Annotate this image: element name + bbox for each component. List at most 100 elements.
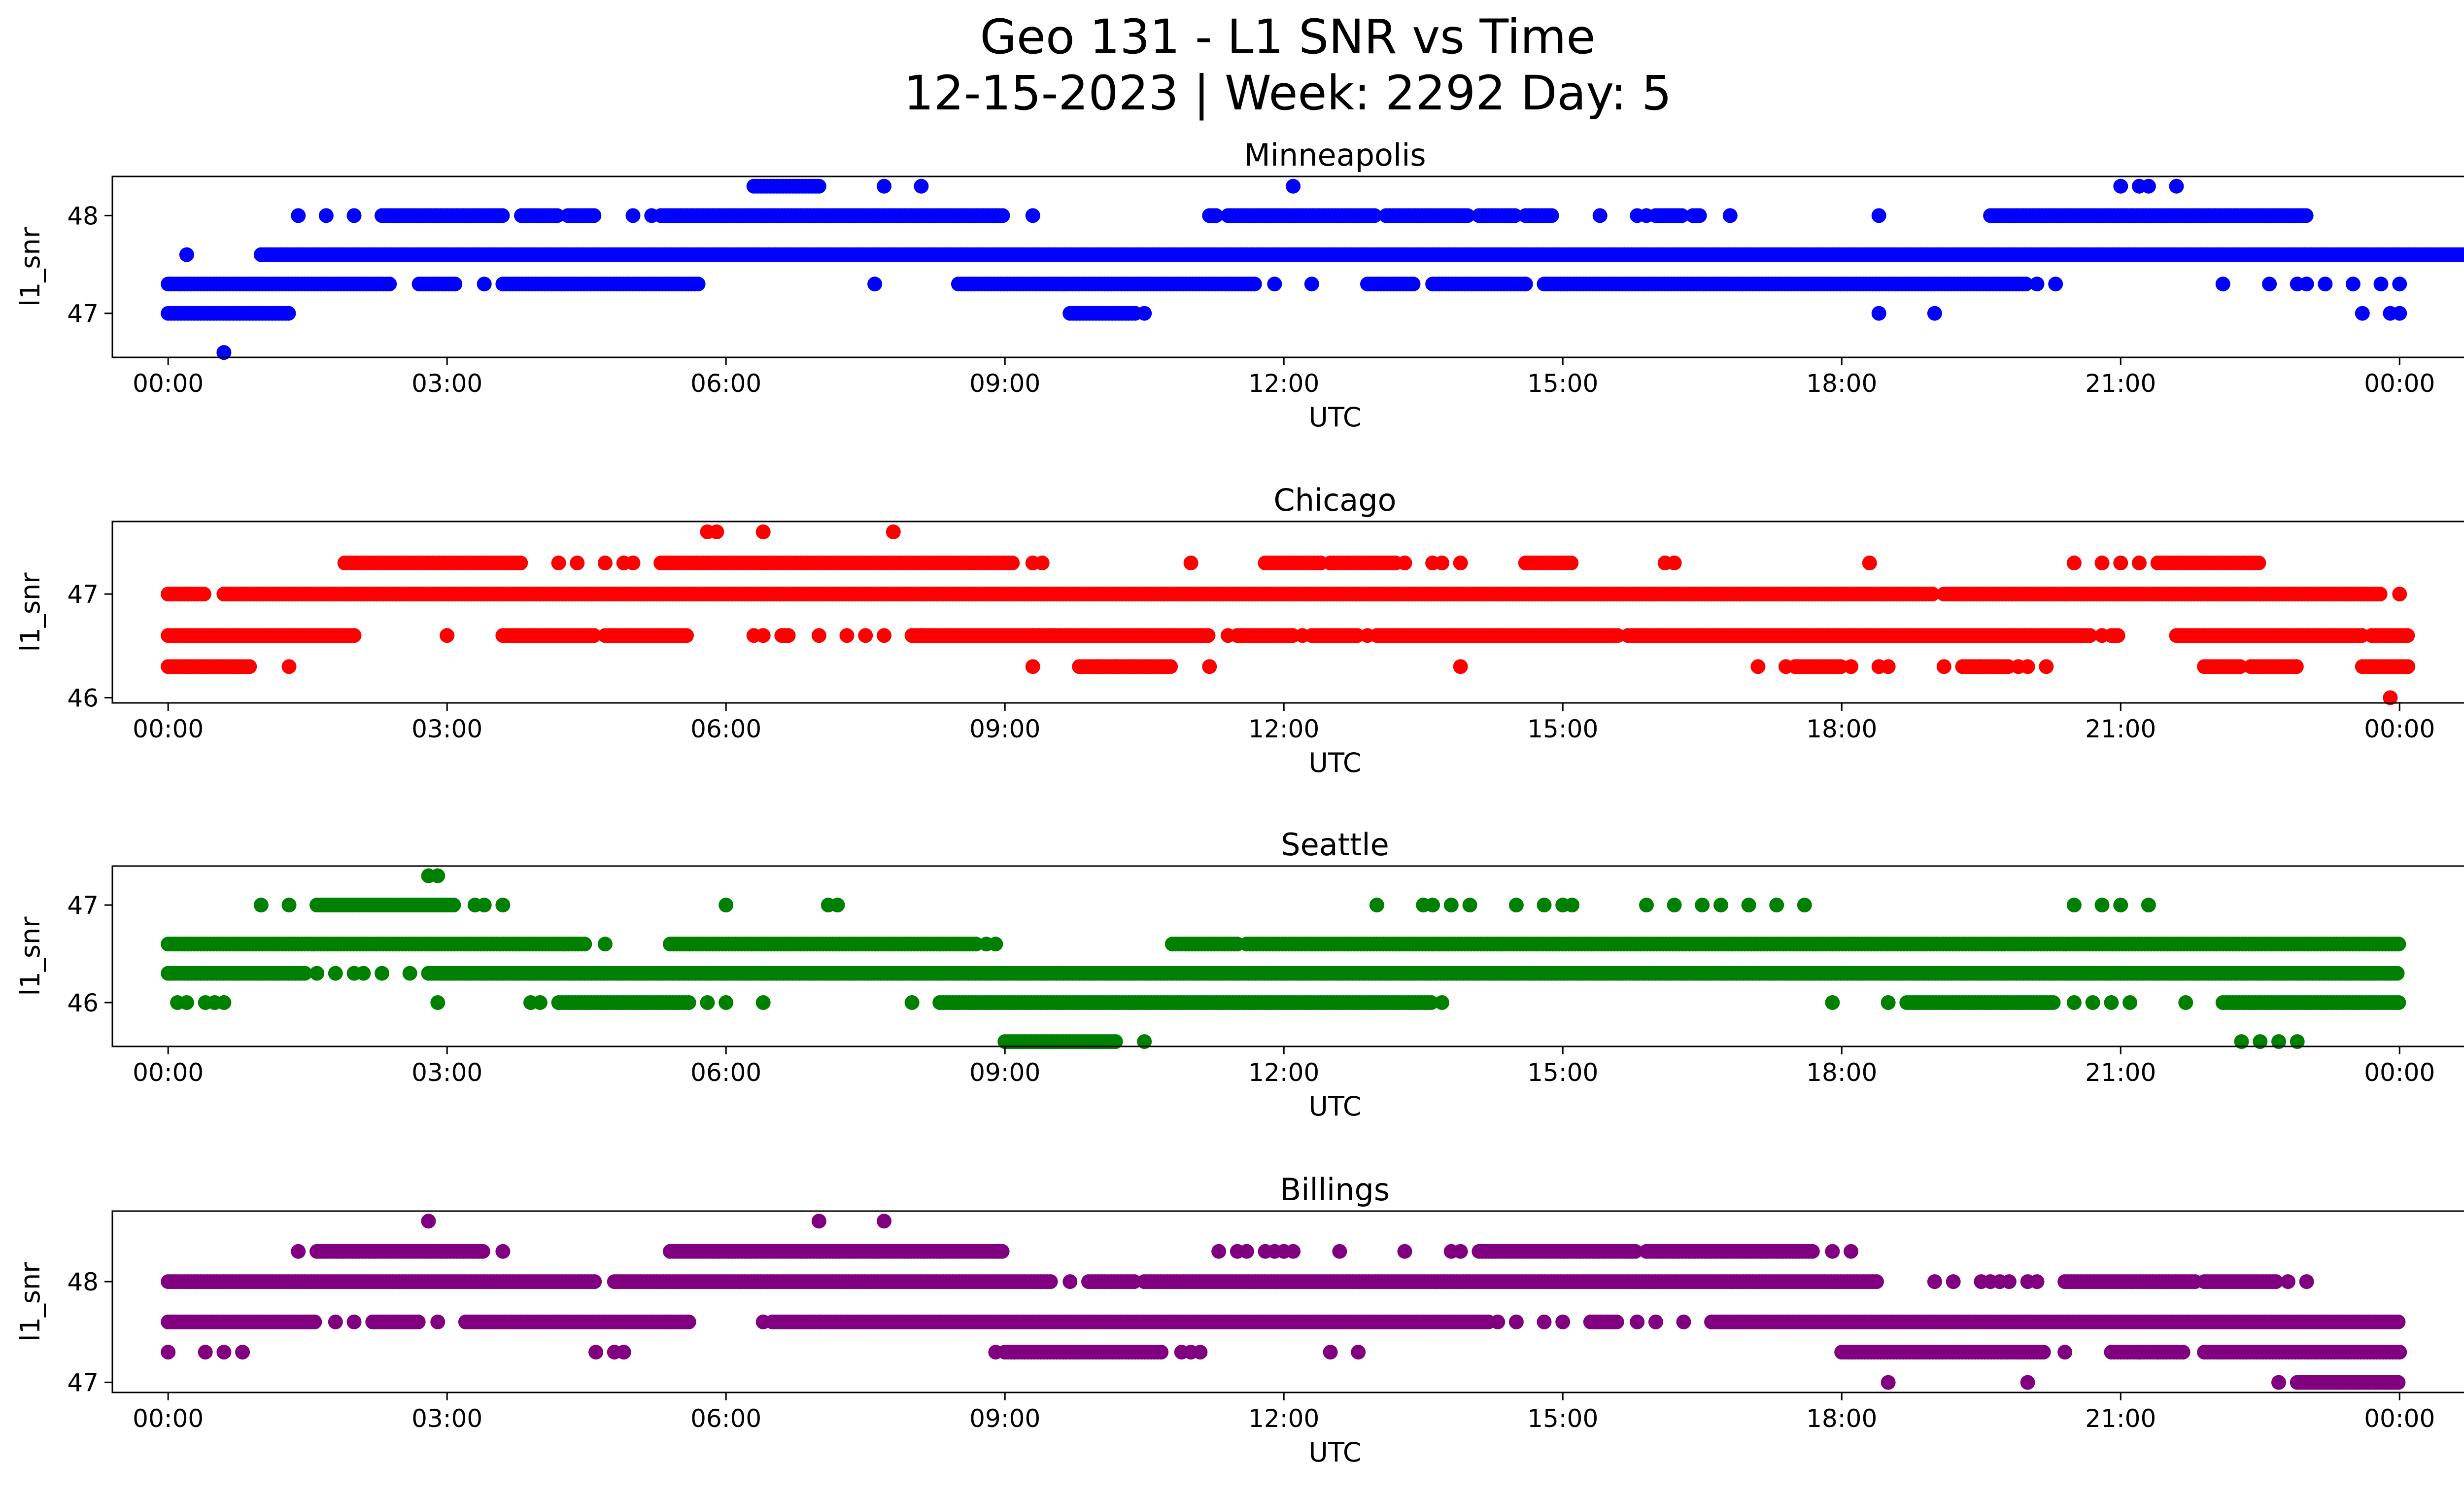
y-tick-label: 46 — [67, 684, 99, 712]
x-tick-label: 00:00 — [133, 1058, 204, 1087]
data-point — [1286, 178, 1301, 194]
data-point — [375, 966, 390, 981]
data-point — [402, 966, 417, 981]
data-point — [681, 995, 696, 1010]
x-tick-label: 21:00 — [2085, 715, 2156, 743]
data-point — [477, 277, 492, 292]
subplot-title: Minneapolis — [1244, 137, 1426, 173]
data-point — [2392, 587, 2407, 602]
data-point — [1425, 898, 1440, 913]
data-point — [839, 628, 855, 643]
data-point — [1750, 659, 1766, 674]
data-point — [1295, 628, 1310, 643]
data-point — [2392, 306, 2407, 321]
data-point — [2232, 659, 2248, 674]
data-point — [1025, 628, 1040, 643]
data-point — [2400, 659, 2416, 674]
data-point — [1674, 208, 1689, 223]
x-tick-label: 18:00 — [1806, 369, 1877, 398]
x-tick-label: 06:00 — [690, 715, 761, 743]
data-point — [1163, 659, 1178, 674]
data-point — [830, 898, 845, 913]
data-point — [1443, 898, 1459, 913]
y-axis-label: l1_snr — [15, 572, 46, 652]
data-point — [1435, 995, 1449, 1010]
data-point — [2178, 995, 2193, 1010]
data-point — [1460, 208, 1475, 223]
data-point — [679, 628, 694, 643]
x-tick-label: 21:00 — [2085, 369, 2156, 398]
data-point — [2094, 628, 2110, 643]
data-point — [1108, 1034, 1123, 1049]
data-point — [2066, 556, 2082, 571]
data-point — [968, 937, 984, 952]
data-point — [1565, 898, 1580, 913]
data-point — [1435, 556, 1449, 571]
data-point — [690, 277, 706, 292]
data-point — [1005, 556, 1020, 571]
data-point — [2298, 208, 2314, 223]
data-point — [995, 208, 1010, 223]
data-point — [2215, 277, 2230, 292]
data-point — [2018, 277, 2033, 292]
data-point — [886, 524, 901, 539]
x-tick-label: 06:00 — [690, 1058, 761, 1087]
data-point — [328, 966, 343, 981]
subplot-title: Chicago — [1273, 482, 1396, 518]
data-point — [551, 556, 566, 571]
data-point — [1424, 995, 1439, 1010]
data-point — [914, 178, 929, 194]
data-point — [447, 277, 463, 292]
data-point — [1544, 208, 1559, 223]
data-point — [1667, 556, 1682, 571]
data-point — [811, 628, 826, 643]
x-axis-label: UTC — [1308, 402, 1361, 433]
data-point — [346, 628, 362, 643]
x-tick-label: 15:00 — [1527, 369, 1598, 398]
data-point — [577, 937, 592, 952]
data-point — [1925, 587, 1940, 602]
data-point — [2104, 995, 2119, 1010]
data-point — [1610, 628, 1625, 643]
data-point — [1350, 628, 1365, 643]
data-point — [1639, 208, 1654, 223]
data-point — [242, 659, 257, 674]
data-point — [2318, 277, 2333, 292]
data-point — [1360, 628, 1375, 643]
data-point — [2132, 556, 2147, 571]
data-point — [1592, 208, 1608, 223]
x-tick-label: 03:00 — [411, 369, 482, 398]
x-tick-label: 12:00 — [1248, 715, 1319, 743]
data-point — [700, 995, 715, 1010]
data-point — [2391, 937, 2406, 952]
data-point — [1034, 556, 1050, 571]
data-point — [318, 208, 334, 223]
data-point — [586, 628, 602, 643]
data-point — [549, 208, 565, 223]
data-point — [253, 898, 269, 913]
x-tick-label: 15:00 — [1527, 715, 1598, 743]
data-point — [2001, 659, 2016, 674]
data-point — [1208, 208, 1224, 223]
data-point — [2066, 898, 2082, 913]
data-point — [1128, 659, 1143, 674]
data-point — [1507, 208, 1523, 223]
data-point — [1936, 659, 1951, 674]
x-tick-label: 00:00 — [2364, 369, 2435, 398]
data-point — [2400, 628, 2415, 643]
data-point — [2110, 628, 2125, 643]
data-point — [1367, 208, 1382, 223]
x-tick-label: 12:00 — [1248, 369, 1319, 398]
data-point — [281, 659, 297, 674]
data-point — [382, 277, 397, 292]
data-point — [709, 524, 724, 539]
data-point — [1200, 628, 1216, 643]
data-point — [1137, 1034, 1152, 1049]
data-point — [1797, 898, 1812, 913]
data-point — [1025, 659, 1040, 674]
data-point — [867, 277, 883, 292]
data-point — [1695, 898, 1710, 913]
data-point — [2141, 898, 2156, 913]
data-point — [1221, 628, 1235, 643]
